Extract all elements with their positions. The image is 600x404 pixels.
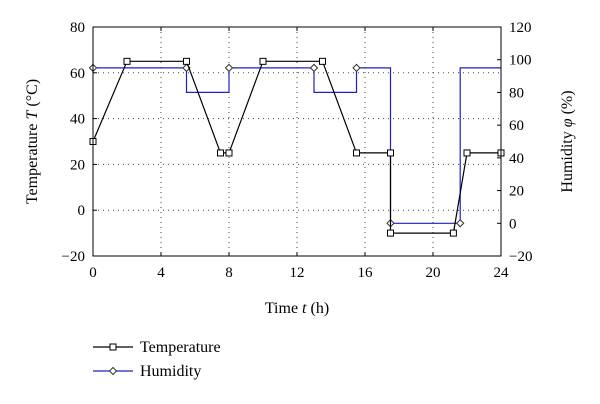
y-left-tick-label: 20 [70,157,85,173]
x-tick-label: 4 [157,265,165,281]
humidity-point [309,63,319,73]
y-left-tick-label: 60 [70,66,85,82]
legend-item-humidity: Humidity [93,363,201,380]
y-right-tick-label: 80 [509,85,524,101]
x-axis-label: Time t (h) [265,300,329,317]
legend-swatch-marker [109,343,117,351]
ticks: 0 4 8 12 16 20 24−20020406080−2002040608010012… [62,20,533,281]
y-left-tick-label: 40 [70,112,85,128]
x-tick-label: 0 [89,265,97,281]
x-tick-label: 8 [225,265,233,281]
y-right-tick-label: 60 [509,118,524,134]
y-right-tick-label: 20 [509,184,524,200]
x-tick-label: 16 [358,265,374,281]
temperature-point [387,149,394,157]
temperature-point [449,229,457,237]
humidity-point [224,63,234,73]
temperature-point [183,57,190,65]
temperature-point [387,229,394,237]
humidity-line [93,67,501,224]
legend-swatch-marker [108,366,118,376]
series-humidity [88,63,501,228]
legend-label: Temperature [140,339,221,356]
legend-item-temperature: Temperature [93,339,221,356]
humidity-point [352,63,361,73]
series-temperature [89,57,505,237]
temperature-point [123,57,131,65]
y-left-tick-label: 80 [70,20,85,36]
temperature-point [463,149,471,157]
y-left-tick-label: 0 [78,203,86,219]
series-layer [88,57,505,237]
temperature-point [217,149,224,157]
y-axis-right-label: Humidity φ (%) [559,90,576,192]
y-right-tick-label: −20 [509,249,532,265]
humidity-point [455,219,465,228]
temperature-point [259,57,267,65]
temperature-point [225,149,233,157]
y-axis-left-label: Temperature T (°C) [24,79,41,204]
temperature-point [353,149,360,157]
y-right-tick-label: 40 [509,151,524,167]
x-tick-label: 24 [494,265,510,281]
grid [93,27,501,256]
y-right-tick-label: 0 [509,216,517,232]
x-tick-label: 20 [426,265,441,281]
y-right-tick-label: 120 [509,20,532,36]
temperature-point [319,57,326,65]
legend-label: Humidity [140,363,201,380]
x-tick-label: 12 [290,265,305,281]
y-left-tick-label: −20 [62,249,85,265]
legend: Temperature Humidity [93,339,221,380]
y-right-tick-label: 100 [509,53,532,69]
